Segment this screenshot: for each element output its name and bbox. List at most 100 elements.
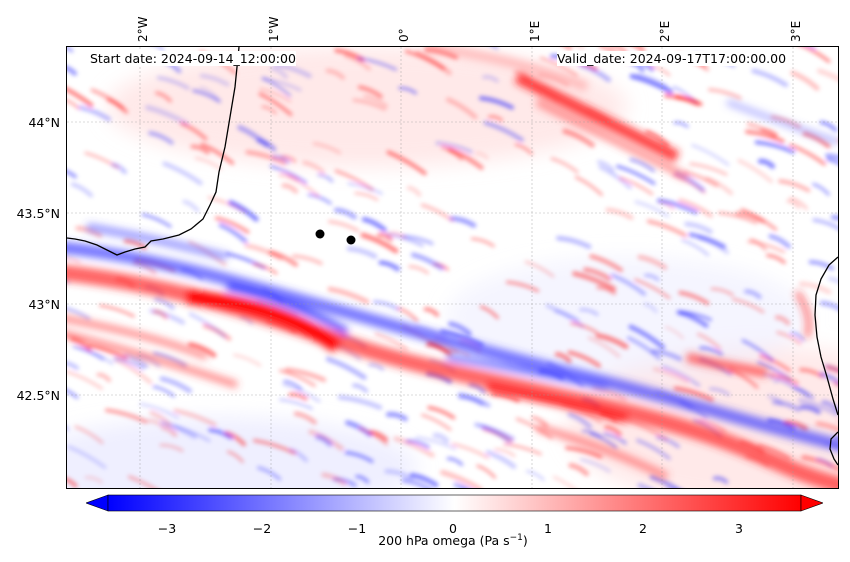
streak [503,443,542,456]
streak [479,305,499,320]
streak [746,122,777,139]
streak [457,392,491,408]
colorbar-tick-3: 3 [735,521,743,536]
streak [826,157,838,165]
point-1[interactable] [315,229,325,239]
streak [307,193,332,205]
streak [651,349,682,361]
streak [104,408,148,424]
streak [124,353,149,368]
streak [302,160,325,174]
streak [768,233,791,249]
streak [173,408,217,427]
streak [288,392,308,401]
streak [628,324,666,350]
streak [357,57,398,71]
colorbar-label-exponent: −1 [509,533,523,543]
streak [688,232,726,249]
streak [574,175,603,196]
streak [505,280,540,293]
streak [790,331,805,342]
streak [415,50,452,76]
streak [190,144,210,155]
lon-tick-2e: 2°E [658,20,672,42]
streak [830,214,838,221]
streak [345,420,373,437]
streak [634,200,670,218]
streak [393,436,435,458]
streak [771,399,801,412]
streak [67,47,74,53]
streak [346,246,378,259]
streak [199,86,219,100]
streak [386,150,427,176]
streak [476,464,497,479]
streak [579,308,599,316]
streak [562,128,595,148]
streak [616,164,656,185]
streak [643,302,658,313]
streak [564,47,572,51]
colorbar-label-main: 200 hPa omega (Pa s [378,533,510,549]
streak [819,300,838,311]
fine-streaks [67,47,838,488]
streak [378,261,401,270]
streak [824,364,838,372]
streak [406,185,422,197]
colorbar-tick-0: 0 [449,521,457,536]
streak [470,237,495,248]
streak [735,211,765,224]
streak [67,388,79,399]
coastline-east [814,256,838,416]
colorbar-tick-1: 1 [544,521,552,536]
streak [661,365,701,387]
streak [372,300,400,311]
streak [637,483,653,488]
streak [283,379,303,391]
streak [776,331,802,345]
streak [656,198,699,215]
streak [644,274,660,281]
streak [565,446,603,459]
streak [524,260,555,278]
lat-tick-44n: 44°N [28,115,60,130]
streak [678,198,714,218]
streak [67,361,79,370]
streak [829,47,838,48]
streak [228,200,259,222]
streak [256,138,277,152]
streak [421,413,452,431]
streak [650,65,671,77]
streak [70,182,93,198]
start-date-label: Start date: 2024-09-14_12:00:00 [90,51,296,66]
streak [789,196,808,210]
streak [636,438,671,460]
streak [799,404,821,415]
streak [801,47,831,63]
lon-tick-2w: 2°W [136,16,150,43]
map-panel[interactable] [66,46,839,489]
streak [423,307,440,317]
streak [581,429,602,438]
lat-tick-43n: 43°N [28,297,60,312]
streak [812,218,838,230]
streak [828,276,838,284]
streak [636,72,669,88]
streak [269,165,308,184]
point-2[interactable] [346,235,356,245]
colorbar-label-end: ) [522,533,528,549]
streak [385,411,408,422]
streak [494,448,516,457]
streak [368,362,385,371]
streak [488,115,503,122]
streak [347,182,383,195]
coastline-west [67,47,240,256]
streak [352,98,387,111]
streak [148,131,174,145]
streak [710,287,734,296]
streak [482,75,499,83]
streak [114,357,153,385]
streak [646,219,687,238]
streak [757,444,791,460]
streak [214,216,250,234]
